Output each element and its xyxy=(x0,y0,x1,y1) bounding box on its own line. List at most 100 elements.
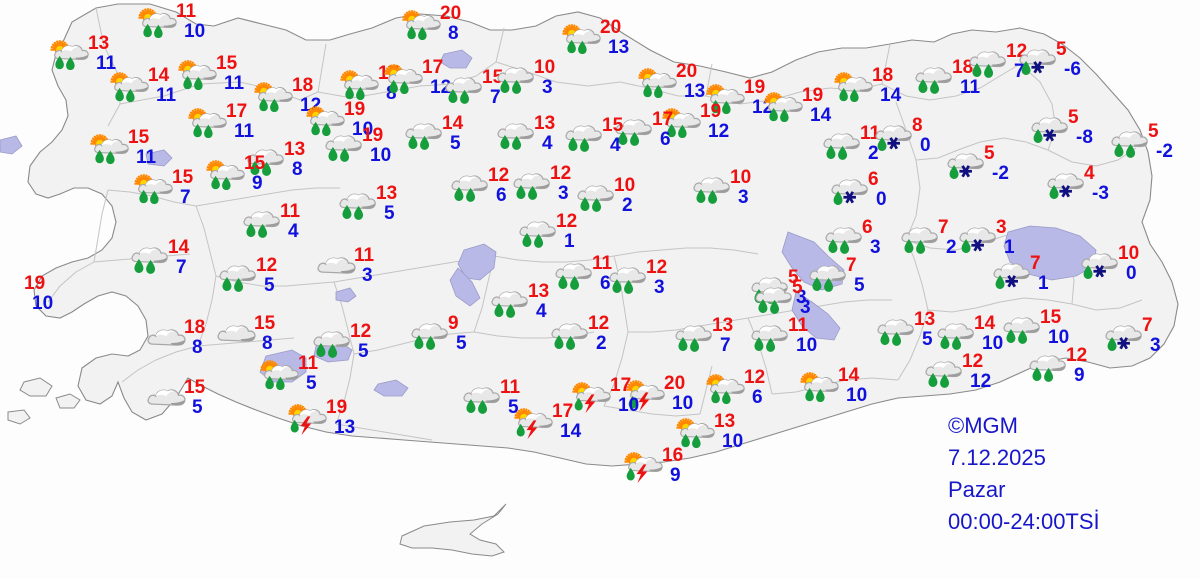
temperature-min: 11 xyxy=(224,73,245,94)
rain-drop-icon xyxy=(880,331,890,345)
cloud-rain-icon xyxy=(1029,355,1066,382)
rain-drop-icon xyxy=(824,277,834,292)
temperature-max: 13 xyxy=(712,315,734,336)
temperature-pair: 13 5 xyxy=(914,310,960,350)
cloud-rain-icon xyxy=(491,291,528,318)
temperature-max: 17 xyxy=(422,57,444,78)
cloud-icon xyxy=(666,113,701,129)
temperature-pair: 4 -3 xyxy=(1084,164,1130,204)
rain-drop-icon xyxy=(258,223,268,238)
cloud-icon xyxy=(901,227,938,244)
temperature-max: 15 xyxy=(244,153,266,174)
temperature-pair: 17 10 xyxy=(610,376,656,416)
cloud-rain-icon xyxy=(675,325,712,352)
rain-drop-icon xyxy=(500,135,510,149)
rain-drop-icon xyxy=(961,239,971,253)
lake-edge xyxy=(0,135,23,155)
snowflake-icon xyxy=(1059,185,1072,198)
cloud-rain-icon xyxy=(565,125,602,152)
rain-drop-icon xyxy=(626,467,635,481)
temperature-max: 20 xyxy=(600,17,622,38)
temperature-min: 7 xyxy=(176,257,187,278)
rain-drop-icon xyxy=(534,233,544,248)
rain-drop-icon xyxy=(1021,61,1031,75)
temperature-min: 5 xyxy=(264,275,275,296)
cloud-icon xyxy=(411,323,448,340)
temperature-max: 5 xyxy=(984,143,995,164)
temperature-pair: 12 6 xyxy=(744,368,790,408)
rain-drop-icon xyxy=(478,399,488,414)
temperature-max: 19 xyxy=(802,85,824,106)
rain-drop-icon xyxy=(466,399,476,413)
temperature-max: 11 xyxy=(354,245,375,266)
cloud-icon xyxy=(513,173,550,190)
lake-tuz-lower xyxy=(449,267,481,307)
temperature-max: 7 xyxy=(1030,253,1041,274)
cloud-rain-snow-icon xyxy=(993,263,1030,289)
temperature-max: 20 xyxy=(440,3,462,24)
temperature-max: 11 xyxy=(298,353,319,374)
lake-aksehir xyxy=(373,379,409,397)
temperature-min: -8 xyxy=(1076,127,1093,148)
sun-cloud-rain-icon xyxy=(562,24,601,55)
sun-cloud-rain-icon xyxy=(638,68,677,99)
temperature-max: 13 xyxy=(376,183,398,204)
rain-drop-icon xyxy=(580,197,590,211)
sun-cloud-rain-icon xyxy=(384,64,423,95)
temperature-min: 9 xyxy=(1074,365,1085,386)
rain-drop-icon xyxy=(250,161,260,175)
temperature-pair: 11 2 xyxy=(860,124,906,164)
snowflake-icon xyxy=(1093,265,1106,278)
temperature-min: 14 xyxy=(810,105,832,126)
temperature-max: 13 xyxy=(534,113,556,134)
cloud-icon xyxy=(131,247,168,264)
temperature-pair: 5 -2 xyxy=(1148,122,1194,162)
rain-drop-icon xyxy=(506,303,516,318)
rain-drop-icon xyxy=(414,335,424,349)
temperature-min: 10 xyxy=(184,21,206,42)
cloud-rain-icon xyxy=(445,77,482,104)
lake-iznik xyxy=(145,149,173,167)
temperature-min: 1 xyxy=(564,231,575,252)
temperature-min: 4 xyxy=(536,301,547,322)
rain-drop-icon xyxy=(766,337,776,352)
temperature-pair: 13 5 xyxy=(376,184,422,224)
rain-drop-icon xyxy=(839,87,848,102)
rain-drop-icon xyxy=(1032,367,1042,381)
temperature-min: 4 xyxy=(288,221,299,242)
rain-drop-icon xyxy=(690,337,700,352)
temperature-min: 0 xyxy=(876,189,887,210)
temperature-min: 14 xyxy=(560,421,582,442)
lightning-icon xyxy=(638,392,650,412)
cloud-rain-icon xyxy=(243,211,280,238)
temperature-max: 15 xyxy=(216,53,238,74)
temperature-min: 8 xyxy=(192,337,203,358)
temperature-pair: 14 10 xyxy=(974,314,1020,354)
cloud-rain-icon xyxy=(925,361,962,388)
temperature-min: 4 xyxy=(542,133,553,154)
cloud-icon xyxy=(947,153,984,170)
temperature-pair: 12 5 xyxy=(256,256,302,296)
legend-date: 7.12.2025 xyxy=(948,444,1046,470)
rain-drop-icon xyxy=(211,175,220,190)
rain-drop-icon xyxy=(580,137,590,152)
rain-drop-icon xyxy=(340,147,350,162)
rain-drop-icon xyxy=(516,185,526,199)
legend-day: Pazar xyxy=(948,476,1006,502)
cloud-rain-icon xyxy=(823,133,860,160)
temperature-max: 10 xyxy=(614,175,636,196)
temperature-min: 3 xyxy=(558,183,569,204)
cloud-icon xyxy=(555,263,592,280)
rain-drop-icon xyxy=(494,303,504,317)
rain-drop-icon xyxy=(194,76,203,91)
cloud-icon xyxy=(1003,317,1040,334)
rain-drop-icon xyxy=(722,390,731,405)
temperature-max: 17 xyxy=(610,375,632,396)
temperature-pair: 19 10 xyxy=(344,100,390,140)
temperature-min: 3 xyxy=(362,265,373,286)
cloud-icon xyxy=(217,325,256,342)
temperature-min: 8 xyxy=(262,333,273,354)
temperature-max: 6 xyxy=(862,217,873,238)
rain-drop-icon xyxy=(426,335,436,350)
